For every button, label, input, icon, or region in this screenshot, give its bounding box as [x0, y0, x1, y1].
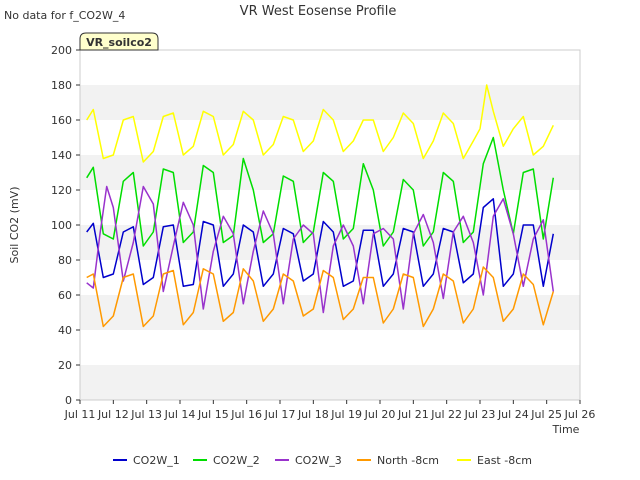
grid-band — [80, 225, 580, 260]
x-tick-label: Jul 14 — [164, 408, 196, 421]
y-tick-label: 100 — [51, 219, 72, 232]
nodata-note: No data for f_CO2W_4 — [4, 9, 125, 22]
x-tick-label: Jul 16 — [230, 408, 262, 421]
y-tick-label: 180 — [51, 79, 72, 92]
grid-band — [80, 50, 580, 85]
grid-band — [80, 190, 580, 225]
x-tick-label: Jul 18 — [297, 408, 329, 421]
legend-label: CO2W_2 — [213, 454, 260, 467]
y-tick-label: 40 — [58, 324, 72, 337]
x-axis-label: Time — [552, 423, 580, 436]
series-line-co2w-1 — [86, 198, 555, 288]
y-tick-label: 160 — [51, 114, 72, 127]
x-tick-label: Jul 15 — [197, 408, 229, 421]
x-tick-label: Jul 13 — [130, 408, 162, 421]
x-tick-label: Jul 25 — [530, 408, 562, 421]
x-tick-label: Jul 21 — [397, 408, 429, 421]
site-badge: VR_soilco2 — [79, 32, 159, 51]
grid-bands — [80, 50, 580, 400]
grid-band — [80, 155, 580, 190]
series-line-co2w-2 — [86, 136, 555, 247]
y-tick-label: 80 — [58, 254, 72, 267]
legend: CO2W_1 CO2W_2 CO2W_3 North -8cm East -8cm — [113, 454, 532, 467]
legend-label: East -8cm — [477, 454, 532, 467]
series-line-co2w-3 — [86, 185, 555, 314]
site-badge-label: VR_soilco2 — [86, 36, 152, 49]
legend-label: CO2W_3 — [295, 454, 342, 467]
y-axis-label: Soil CO2 (mV) — [8, 187, 21, 264]
chart-title: VR West Eosense Profile — [240, 4, 397, 19]
y-tick-label: 20 — [58, 359, 72, 372]
grid-band — [80, 120, 580, 155]
y-tick-label: 200 — [51, 44, 72, 57]
x-tick-label: Jul 12 — [97, 408, 129, 421]
grid-band — [80, 330, 580, 365]
legend-label: CO2W_1 — [133, 454, 180, 467]
y-axis: 0 20 40 60 80 100 120 140 160 180 200 — [51, 44, 80, 407]
x-tick-label: Jul 23 — [464, 408, 496, 421]
x-tick-label: Jul 24 — [497, 408, 529, 421]
y-tick-label: 120 — [51, 184, 72, 197]
series-line-north-8cm — [86, 266, 555, 328]
x-tick-label: Jul 22 — [430, 408, 462, 421]
legend-label: North -8cm — [377, 454, 439, 467]
x-tick-label: Jul 26 — [564, 408, 596, 421]
grid-band — [80, 85, 580, 120]
x-tick-label: Jul 19 — [330, 408, 362, 421]
y-tick-label: 60 — [58, 289, 72, 302]
y-tick-label: 140 — [51, 149, 72, 162]
y-tick-label: 0 — [65, 394, 72, 407]
x-axis: Jul 11 Jul 12 Jul 13 Jul 14 Jul 15 Jul 16 Jul … — [64, 400, 596, 421]
series-lines — [86, 84, 555, 328]
series-line-east-8cm — [86, 84, 554, 163]
grid-band — [80, 365, 580, 400]
grid-band — [80, 295, 580, 330]
x-tick-label: Jul 11 — [64, 408, 96, 421]
x-tick-label: Jul 20 — [364, 408, 396, 421]
x-tick-label: Jul 17 — [264, 408, 296, 421]
